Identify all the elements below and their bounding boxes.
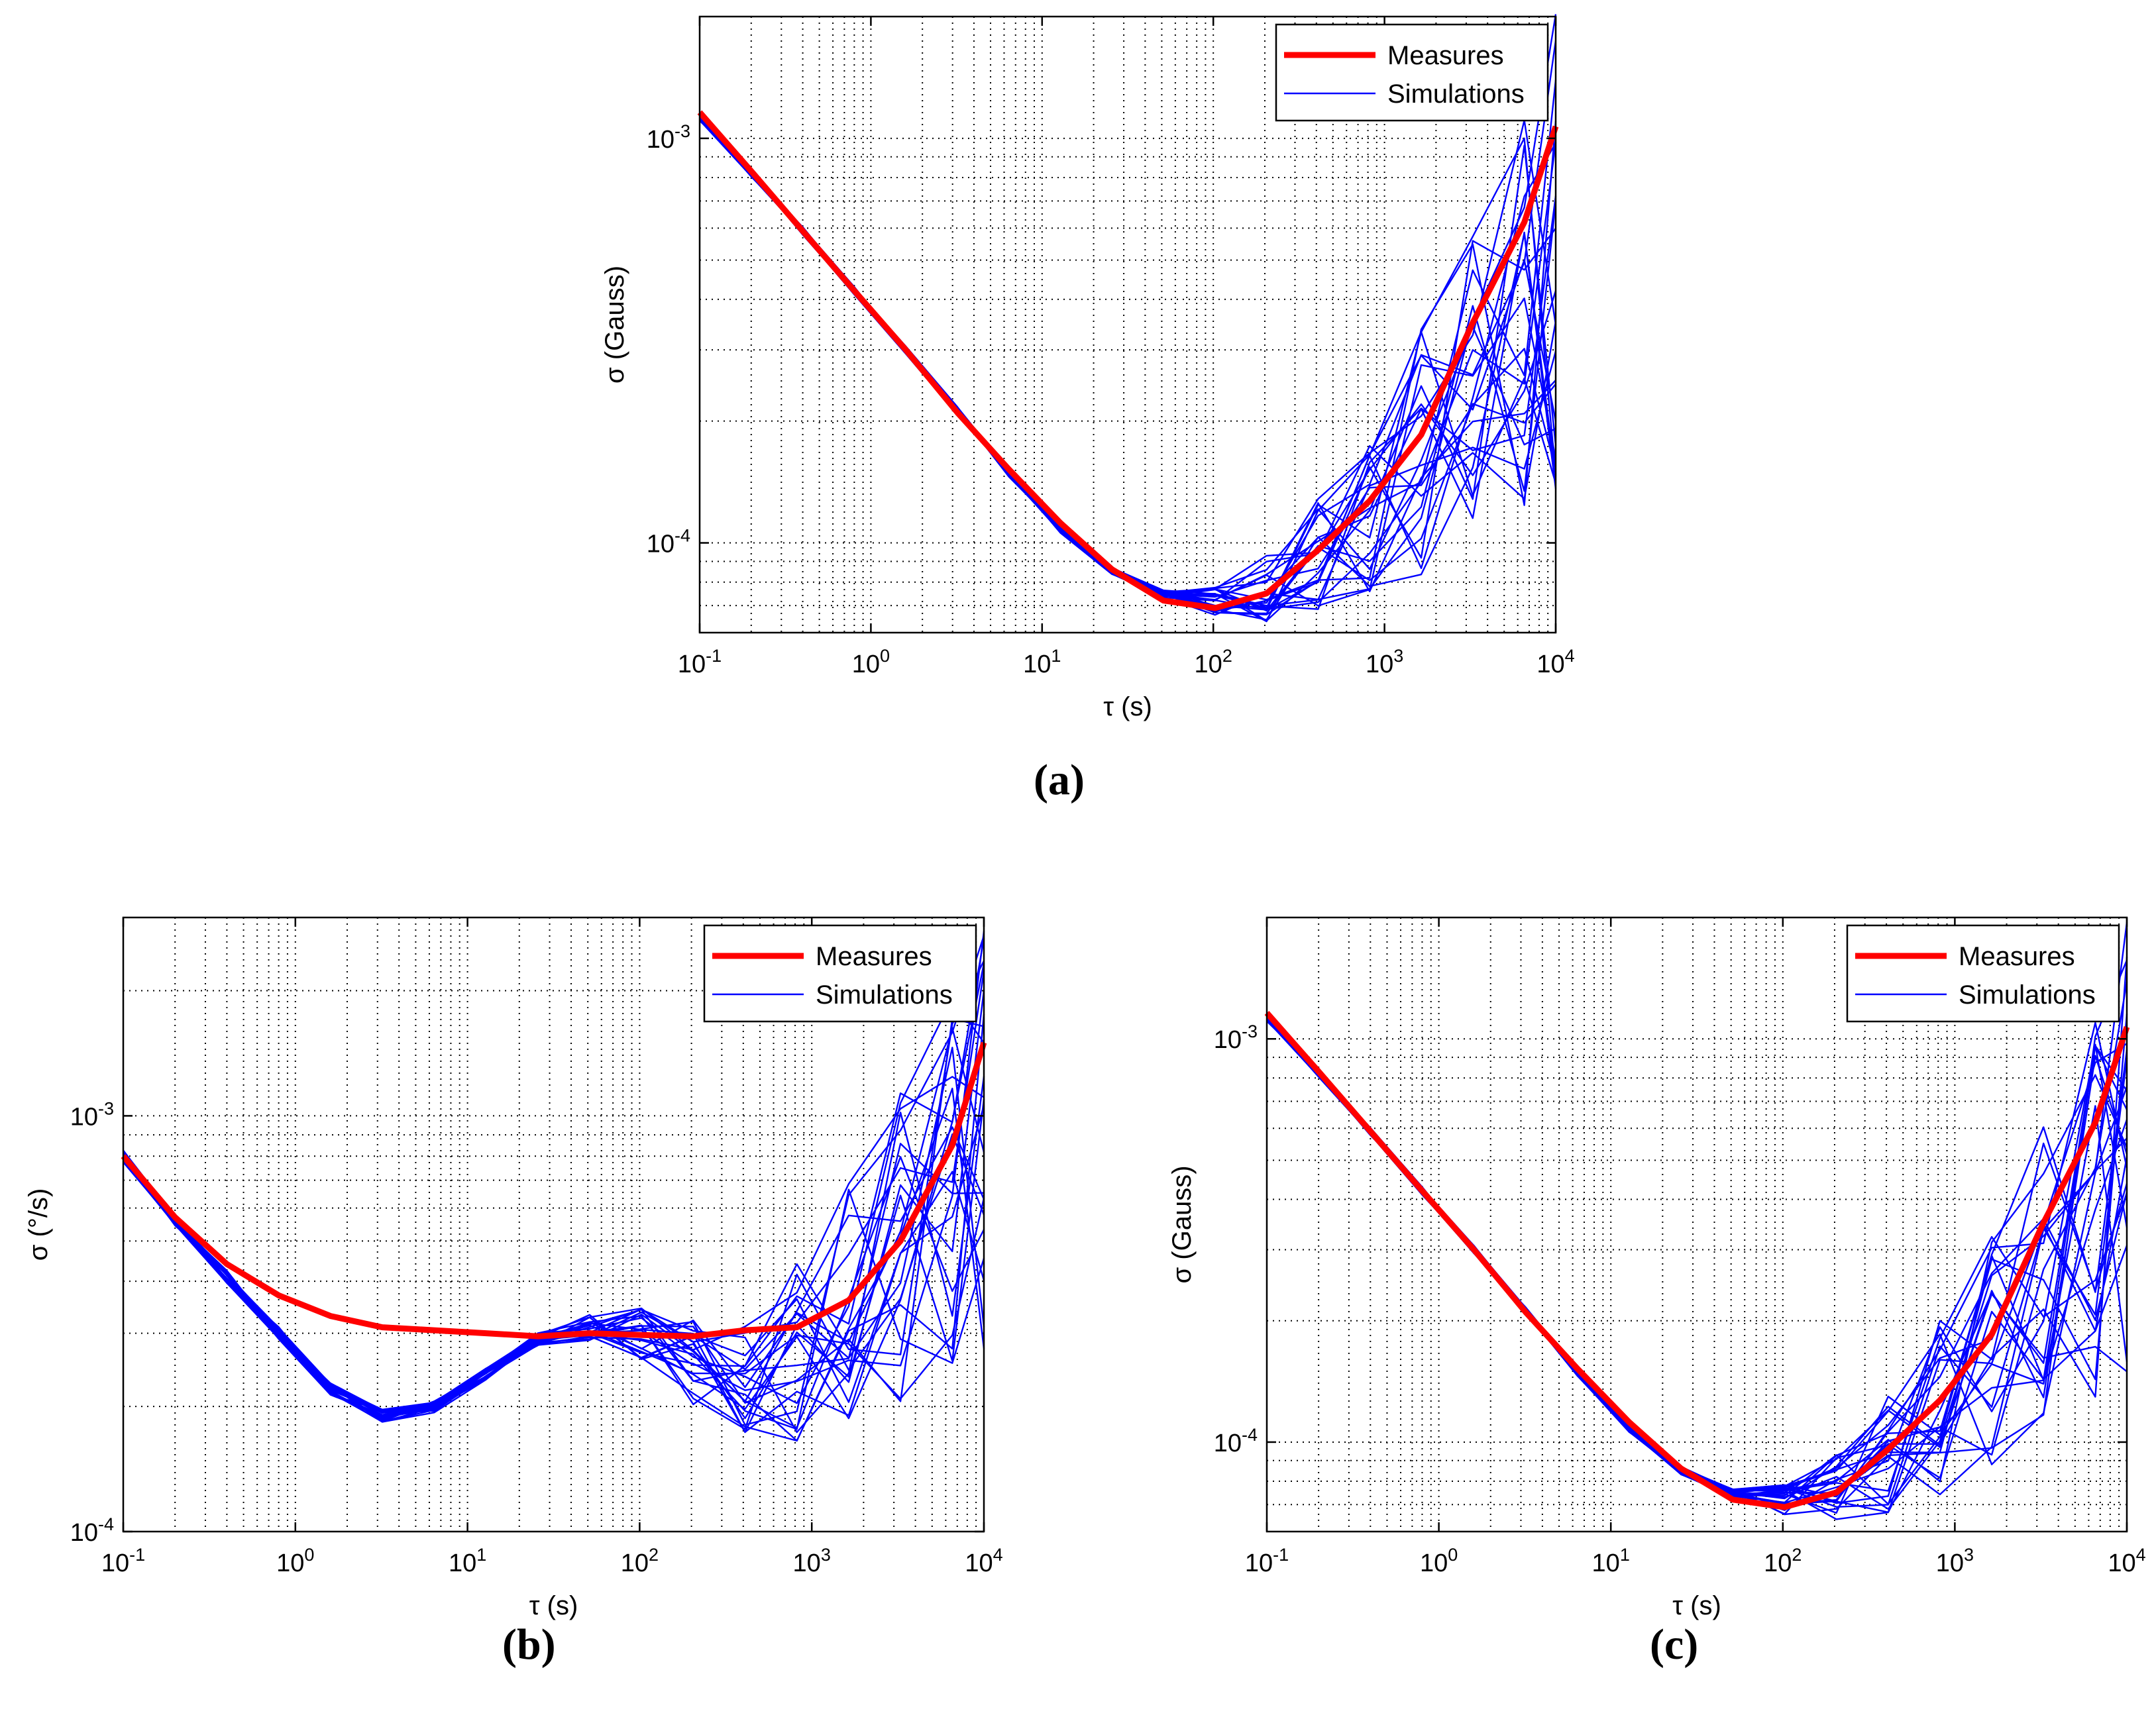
x-tick-label: 100: [1420, 1545, 1458, 1577]
legend-simulations-label: Simulations: [816, 980, 953, 1010]
simulation-line: [123, 1155, 985, 1429]
series-measures-line: [697, 110, 1559, 611]
x-tick-label: 101: [449, 1545, 486, 1577]
y-tick-label: 10-4: [647, 526, 690, 558]
x-axis-label: τ (s): [1672, 1591, 1721, 1620]
y-tick-label: 10-3: [647, 121, 690, 154]
panel-label-a: (a): [1034, 756, 1085, 804]
simulation-line: [123, 1161, 985, 1434]
legend-box: [1846, 924, 2120, 1023]
x-tick-label: 101: [1592, 1545, 1630, 1577]
y-axis-label: σ (Gauss): [600, 266, 629, 384]
x-tick-label: 103: [1936, 1545, 1974, 1577]
x-tick-label: 102: [1764, 1545, 1802, 1577]
x-tick-label: 101: [1023, 646, 1061, 678]
legend-simulations-label: Simulations: [1387, 79, 1525, 109]
legend-measures-label: Measures: [1959, 942, 2075, 971]
legend: Measures Simulations: [1275, 23, 1549, 122]
series-measures-line: [1264, 1011, 2130, 1510]
legend-box: [1275, 23, 1549, 122]
x-tick-label: 10-1: [1245, 1545, 1289, 1577]
x-tick-label: 102: [1195, 646, 1232, 678]
chart-a: 10-1 100 101 102 103 104 10-4 10-3 τ (s) σ (Gauss…: [600, 14, 1575, 721]
legend-measures-label: Measures: [816, 942, 932, 971]
chart-c: 10-1 100 101 102 103 104 10-4 10-3 τ (s) σ (Gauss…: [1167, 916, 2146, 1620]
y-tick-label: 10-4: [70, 1514, 114, 1547]
y-tick-label: 10-3: [70, 1098, 114, 1131]
y-axis-label: σ (Gauss): [1167, 1165, 1197, 1283]
legend-box: [703, 924, 977, 1023]
chart-b: 10-1 100 101 102 103 104 10-4 10-3 τ (s) σ (°/s) M…: [24, 916, 1003, 1620]
panel-label-c: (c): [1650, 1620, 1699, 1669]
legend-measures-label: Measures: [1387, 41, 1504, 70]
y-tick-label: 10-3: [1214, 1021, 1258, 1054]
legend-simulations-label: Simulations: [1959, 980, 2096, 1010]
x-tick-label: 100: [276, 1545, 314, 1577]
x-tick-label: 104: [965, 1545, 1002, 1577]
axes-frame: [122, 916, 985, 1533]
y-tick-label: 10-4: [1214, 1425, 1258, 1457]
series-measures-line: [121, 1041, 987, 1339]
x-tick-label: 103: [1366, 646, 1403, 678]
panel-label-b: (b): [502, 1620, 556, 1669]
x-tick-label: 102: [621, 1545, 659, 1577]
x-tick-label: 104: [1536, 646, 1574, 678]
x-axis-label: τ (s): [1103, 692, 1152, 721]
legend: Measures Simulations: [703, 924, 977, 1023]
x-tick-label: 104: [2108, 1545, 2145, 1577]
axes-frame: [698, 15, 1557, 634]
x-tick-label: 100: [852, 646, 890, 678]
y-axis-label: σ (°/s): [24, 1188, 53, 1261]
x-tick-label: 10-1: [101, 1545, 145, 1577]
axes-frame: [1266, 916, 2128, 1533]
x-tick-label: 10-1: [678, 646, 722, 678]
x-axis-label: τ (s): [529, 1591, 578, 1620]
legend: Measures Simulations: [1846, 924, 2120, 1023]
x-tick-label: 103: [793, 1545, 831, 1577]
